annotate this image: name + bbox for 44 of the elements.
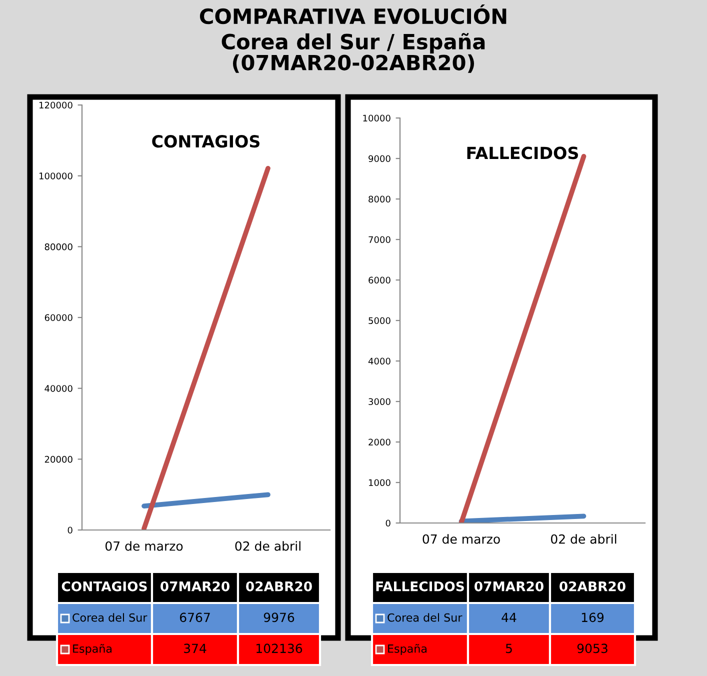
data-label: 5 xyxy=(506,644,512,654)
chart-title: CONTAGIOS xyxy=(62,581,147,592)
data-label: 9976 xyxy=(264,612,294,622)
y-tick-label: 100000 xyxy=(40,172,72,180)
x-tick-label: 07 de marzo xyxy=(422,534,500,544)
data-label: 374 xyxy=(184,644,206,654)
text: 07MAR20 xyxy=(160,581,230,592)
y-tick-label: 20000 xyxy=(44,456,72,463)
text: CONTAGIOS xyxy=(152,135,260,148)
y-tick-label: 1000 xyxy=(368,479,390,486)
y-tick-label: 80000 xyxy=(44,243,72,250)
x-tick-label: 02 de abril xyxy=(235,541,300,551)
y-tick-label: 8000 xyxy=(368,196,390,203)
x-tick-label: 02 de abril xyxy=(550,534,616,544)
y-tick-label: 5000 xyxy=(368,317,390,324)
text: 02ABR20 xyxy=(246,581,312,592)
data-label: 102136 xyxy=(256,644,302,654)
y-tick-label: 9000 xyxy=(368,155,390,162)
legend-label: España xyxy=(388,644,427,655)
y-tick-label: 120000 xyxy=(40,102,72,109)
y-tick-label: 6000 xyxy=(368,276,390,284)
text: 07MAR20 xyxy=(474,581,544,592)
y-tick-label: 40000 xyxy=(44,385,72,392)
data-label: 44 xyxy=(502,612,516,622)
y-tick-label: 0 xyxy=(68,526,72,534)
data-label: 6767 xyxy=(180,612,210,622)
x-tick-label: 07 de marzo xyxy=(105,541,183,551)
y-tick-label: 3000 xyxy=(368,398,390,406)
y-tick-label: 7000 xyxy=(368,236,390,244)
legend-label: Corea del Sur xyxy=(72,613,148,622)
y-tick-label: 60000 xyxy=(44,314,72,322)
y-tick-label: 0 xyxy=(386,520,390,527)
legend-label: España xyxy=(73,644,112,655)
text: COMPARATIVA EVOLUCIÓN xyxy=(200,4,506,24)
text: FALLECIDOS xyxy=(467,146,578,160)
y-tick-label: 4000 xyxy=(368,358,390,365)
chart-title: FALLECIDOS xyxy=(376,581,464,592)
y-tick-label: 10000 xyxy=(363,114,390,122)
data-label: 9053 xyxy=(577,644,608,654)
text: 02ABR20 xyxy=(560,581,626,592)
legend-label: Corea del Sur xyxy=(388,613,462,622)
text: Corea del Sur / España (07MAR20-02ABR20) xyxy=(222,33,485,73)
data-label: 169 xyxy=(582,612,604,622)
y-tick-label: 2000 xyxy=(368,438,390,446)
